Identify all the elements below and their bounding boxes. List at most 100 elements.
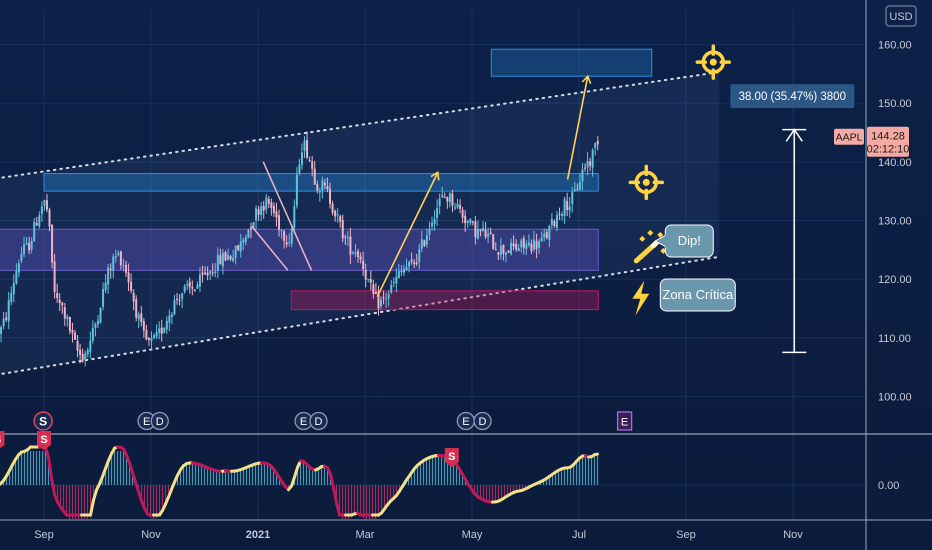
critical-zone[interactable] — [290, 290, 599, 311]
candle-body[interactable] — [443, 197, 446, 199]
candle-body[interactable] — [81, 353, 84, 361]
measure-tool[interactable]: 38.00 (35.47%) 3800 — [730, 84, 855, 354]
candle-body[interactable] — [415, 262, 418, 264]
candle-body[interactable] — [576, 189, 579, 191]
candle-body[interactable] — [196, 284, 199, 289]
candle-body[interactable] — [2, 318, 5, 327]
candle-body[interactable] — [405, 267, 408, 271]
candle-body[interactable] — [329, 188, 332, 204]
candle-body[interactable] — [285, 242, 288, 245]
candle-body[interactable] — [431, 222, 434, 227]
candle-body[interactable] — [76, 341, 79, 351]
candle-body[interactable] — [515, 244, 518, 250]
candle-body[interactable] — [453, 207, 456, 209]
candle-body[interactable] — [420, 239, 423, 249]
candle-body[interactable] — [390, 284, 393, 293]
channel-upper-line[interactable] — [0, 71, 721, 179]
candle-body[interactable] — [346, 237, 349, 239]
candle-body[interactable] — [527, 242, 530, 246]
candle-body[interactable] — [283, 231, 286, 241]
candle-body[interactable] — [178, 299, 181, 301]
candle-body[interactable] — [364, 270, 367, 280]
candle-body[interactable] — [553, 221, 556, 227]
candle-body[interactable] — [186, 284, 189, 286]
candle-body[interactable] — [433, 219, 436, 224]
candle-body[interactable] — [119, 251, 122, 266]
candle-body[interactable] — [351, 252, 354, 254]
candle-body[interactable] — [221, 252, 224, 267]
candle-body[interactable] — [507, 250, 510, 253]
candle-body[interactable] — [566, 201, 569, 211]
candle-body[interactable] — [563, 198, 566, 216]
candle-body[interactable] — [349, 236, 352, 255]
candle-body[interactable] — [270, 202, 273, 209]
candle-body[interactable] — [374, 291, 377, 294]
candle-body[interactable] — [23, 244, 26, 255]
candle-body[interactable] — [262, 206, 265, 211]
candle-body[interactable] — [140, 313, 143, 322]
candle-body[interactable] — [201, 272, 204, 275]
candle-body[interactable] — [48, 209, 51, 227]
candle-body[interactable] — [15, 270, 18, 284]
candle-body[interactable] — [494, 248, 497, 251]
candle-body[interactable] — [487, 233, 490, 237]
candle-body[interactable] — [94, 323, 97, 329]
candle-body[interactable] — [359, 256, 362, 260]
candle-body[interactable] — [96, 320, 99, 325]
candle-body[interactable] — [540, 237, 543, 242]
candle-body[interactable] — [237, 245, 240, 251]
candle-body[interactable] — [117, 252, 120, 256]
candle-body[interactable] — [464, 215, 467, 224]
candle-body[interactable] — [474, 221, 477, 238]
candle-body[interactable] — [242, 239, 245, 243]
candle-body[interactable] — [323, 182, 326, 186]
candle-body[interactable] — [280, 230, 283, 232]
candle-body[interactable] — [74, 332, 77, 340]
candle-body[interactable] — [51, 224, 54, 263]
candle-body[interactable] — [303, 140, 306, 152]
candle-body[interactable] — [0, 327, 3, 335]
candle-body[interactable] — [229, 255, 232, 260]
candle-body[interactable] — [275, 211, 278, 218]
candle-body[interactable] — [441, 194, 444, 198]
candle-body[interactable] — [79, 349, 82, 355]
candle-body[interactable] — [512, 243, 515, 247]
candle-body[interactable] — [382, 297, 385, 299]
candle-body[interactable] — [369, 278, 372, 283]
candle-body[interactable] — [568, 206, 571, 211]
candle-body[interactable] — [293, 206, 296, 228]
candle-body[interactable] — [227, 254, 230, 260]
candle-body[interactable] — [104, 282, 107, 291]
candle-body[interactable] — [232, 257, 235, 262]
candle-body[interactable] — [290, 228, 293, 244]
candle-body[interactable] — [410, 259, 413, 262]
candle-body[interactable] — [66, 316, 69, 320]
currency-button[interactable] — [885, 5, 917, 27]
candle-body[interactable] — [125, 264, 128, 273]
candle-body[interactable] — [339, 215, 342, 222]
candle-body[interactable] — [142, 321, 145, 331]
support-zone-purple[interactable] — [0, 228, 599, 271]
candle-body[interactable] — [466, 220, 469, 223]
candle-body[interactable] — [517, 248, 520, 252]
candle-body[interactable] — [306, 140, 309, 158]
candle-body[interactable] — [530, 243, 533, 252]
candle-body[interactable] — [257, 209, 260, 215]
candle-body[interactable] — [45, 200, 48, 210]
candle-body[interactable] — [543, 233, 546, 238]
candle-body[interactable] — [188, 281, 191, 288]
candle-body[interactable] — [520, 240, 523, 248]
candle-body[interactable] — [395, 276, 398, 284]
candle-body[interactable] — [145, 330, 148, 340]
candle-body[interactable] — [538, 241, 541, 248]
channel-lower-line[interactable] — [0, 255, 721, 376]
candle-body[interactable] — [594, 143, 597, 148]
event-marker-d[interactable]: D — [150, 411, 169, 431]
candle-body[interactable] — [91, 327, 94, 341]
indicator-signal-mark[interactable]: S — [0, 431, 5, 450]
callout-critical[interactable]: Zona Crítica — [659, 278, 736, 312]
candle-body[interactable] — [109, 268, 112, 270]
candle-body[interactable] — [7, 300, 10, 322]
